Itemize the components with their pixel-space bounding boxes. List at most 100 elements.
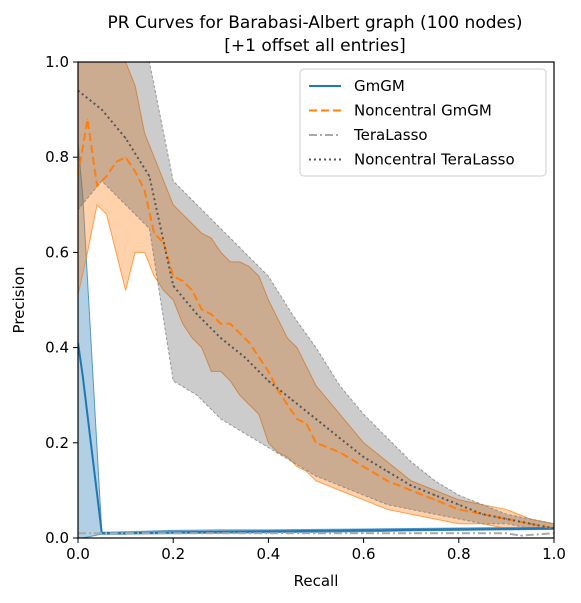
teralasso-point — [125, 532, 127, 534]
gmgm-point — [82, 375, 84, 377]
noncentral-gmgm-legend-label: Noncentral GmGM — [354, 102, 492, 120]
noncentral-teralasso-point — [267, 380, 269, 382]
legend-box — [299, 68, 547, 177]
noncentral-teralasso-point — [482, 513, 484, 515]
noncentral-gmgm-point — [134, 170, 136, 173]
y-axis-label: Precision — [10, 267, 28, 334]
noncentral-gmgm-point — [115, 161, 117, 163]
noncentral-teralasso-point — [315, 418, 317, 420]
x-axis: 0.0 0.2 0.4 0.6 0.8 1.0 — [66, 538, 566, 563]
y-tick-label: 0.4 — [45, 339, 69, 357]
noncentral-gmgm-point — [239, 332, 241, 334]
noncentral-gmgm-point — [458, 508, 460, 511]
noncentral-gmgm-point — [172, 275, 174, 277]
plot-frame — [77, 61, 555, 539]
noncentral-gmgm-point — [386, 480, 388, 482]
noncentral-gmgm-point — [144, 189, 146, 192]
noncentral-teralasso-point — [291, 399, 293, 401]
teralasso-point — [267, 532, 269, 534]
noncentral-teralasso-point — [434, 494, 436, 496]
noncentral-gmgm-point — [220, 323, 222, 325]
teralasso-point — [410, 532, 412, 534]
noncentral-teralasso-band — [78, 62, 554, 529]
gmgm-point — [410, 529, 412, 531]
noncentral-gmgm-point — [258, 356, 260, 358]
x-tick-label: 0.2 — [161, 545, 185, 563]
noncentral-gmgm-point — [105, 175, 108, 177]
noncentral-teralasso-point — [220, 337, 222, 339]
plot-area — [78, 62, 554, 538]
y-axis: 0.0 0.2 0.4 0.6 0.8 1.0 — [45, 53, 78, 547]
noncentral-teralasso-legend-label: Noncentral TeraLasso — [354, 151, 515, 169]
teralasso-point — [458, 532, 460, 534]
teralasso-line — [78, 532, 554, 537]
teralasso-point — [520, 535, 522, 537]
gmgm-point — [505, 528, 507, 530]
chart-title: PR Curves for Barabasi-Albert graph (100… — [108, 13, 523, 33]
noncentral-gmgm-point — [363, 466, 365, 468]
x-tick-label: 0.8 — [447, 545, 471, 563]
noncentral-gmgm-point — [286, 404, 289, 406]
y-tick-label: 1.0 — [45, 53, 69, 71]
legend: GmGM Noncentral GmGM TeraLasso Noncentral T… — [299, 68, 547, 177]
gmgm-point — [220, 531, 222, 533]
noncentral-gmgm-point — [267, 370, 269, 372]
noncentral-gmgm-point — [277, 389, 279, 392]
noncentral-gmgm-point — [305, 423, 308, 425]
y-tick-label: 0.2 — [45, 434, 69, 452]
noncentral-gmgm-point — [96, 185, 98, 187]
x-axis-label: Recall — [294, 572, 339, 590]
x-tick-label: 0.4 — [256, 545, 280, 563]
teralasso-legend-label: TeraLasso — [353, 126, 428, 144]
noncentral-gmgm-point — [315, 442, 317, 444]
noncentral-teralasso-point — [363, 456, 365, 458]
noncentral-teralasso-point — [458, 504, 460, 506]
y-tick-label: 0.6 — [45, 243, 69, 261]
gmgm-band — [78, 142, 554, 538]
noncentral-gmgm-band — [78, 62, 554, 529]
noncentral-gmgm-point — [339, 451, 341, 453]
chart-subtitle: [+1 offset all entries] — [224, 36, 405, 56]
noncentral-teralasso-point — [410, 485, 412, 487]
noncentral-gmgm-point — [210, 313, 212, 315]
gmgm-point — [458, 528, 460, 531]
noncentral-gmgm-point — [434, 499, 436, 501]
noncentral-gmgm-point — [229, 323, 231, 325]
gmgm-point — [363, 529, 365, 531]
gmgm-point — [267, 530, 269, 532]
gmgm-point — [315, 530, 317, 532]
gmgm-point — [172, 531, 174, 533]
noncentral-teralasso-point — [148, 175, 150, 177]
noncentral-teralasso-point — [529, 523, 531, 525]
x-tick-label: 0.0 — [66, 545, 90, 563]
noncentral-teralasso-point — [101, 109, 103, 111]
teralasso-point — [505, 532, 507, 534]
noncentral-teralasso-point — [125, 137, 127, 139]
noncentral-gmgm-point — [125, 156, 127, 158]
noncentral-teralasso-point — [386, 470, 388, 472]
noncentral-teralasso-point — [172, 285, 174, 287]
teralasso-point — [315, 532, 317, 534]
y-tick-label: 0.0 — [45, 529, 69, 547]
gmgm-legend-label: GmGM — [354, 77, 405, 95]
noncentral-gmgm-point — [86, 118, 89, 120]
teralasso-point — [363, 532, 365, 534]
x-tick-label: 1.0 — [542, 545, 566, 563]
noncentral-gmgm-point — [296, 418, 298, 420]
noncentral-gmgm-line — [78, 118, 554, 530]
noncentral-gmgm-point — [248, 342, 250, 344]
x-tick-label: 0.6 — [352, 545, 376, 563]
noncentral-teralasso-point — [196, 313, 198, 315]
noncentral-gmgm-point — [182, 280, 184, 282]
noncentral-gmgm-point — [153, 232, 155, 234]
noncentral-teralasso-point — [244, 356, 246, 358]
y-tick-label: 0.8 — [45, 148, 69, 166]
noncentral-gmgm-point — [201, 308, 203, 311]
teralasso-point — [172, 532, 174, 534]
teralasso-point — [220, 532, 222, 534]
noncentral-teralasso-point — [339, 437, 341, 439]
noncentral-gmgm-point — [410, 489, 412, 491]
noncentral-gmgm-point — [191, 289, 193, 292]
noncentral-teralasso-point — [505, 518, 507, 520]
